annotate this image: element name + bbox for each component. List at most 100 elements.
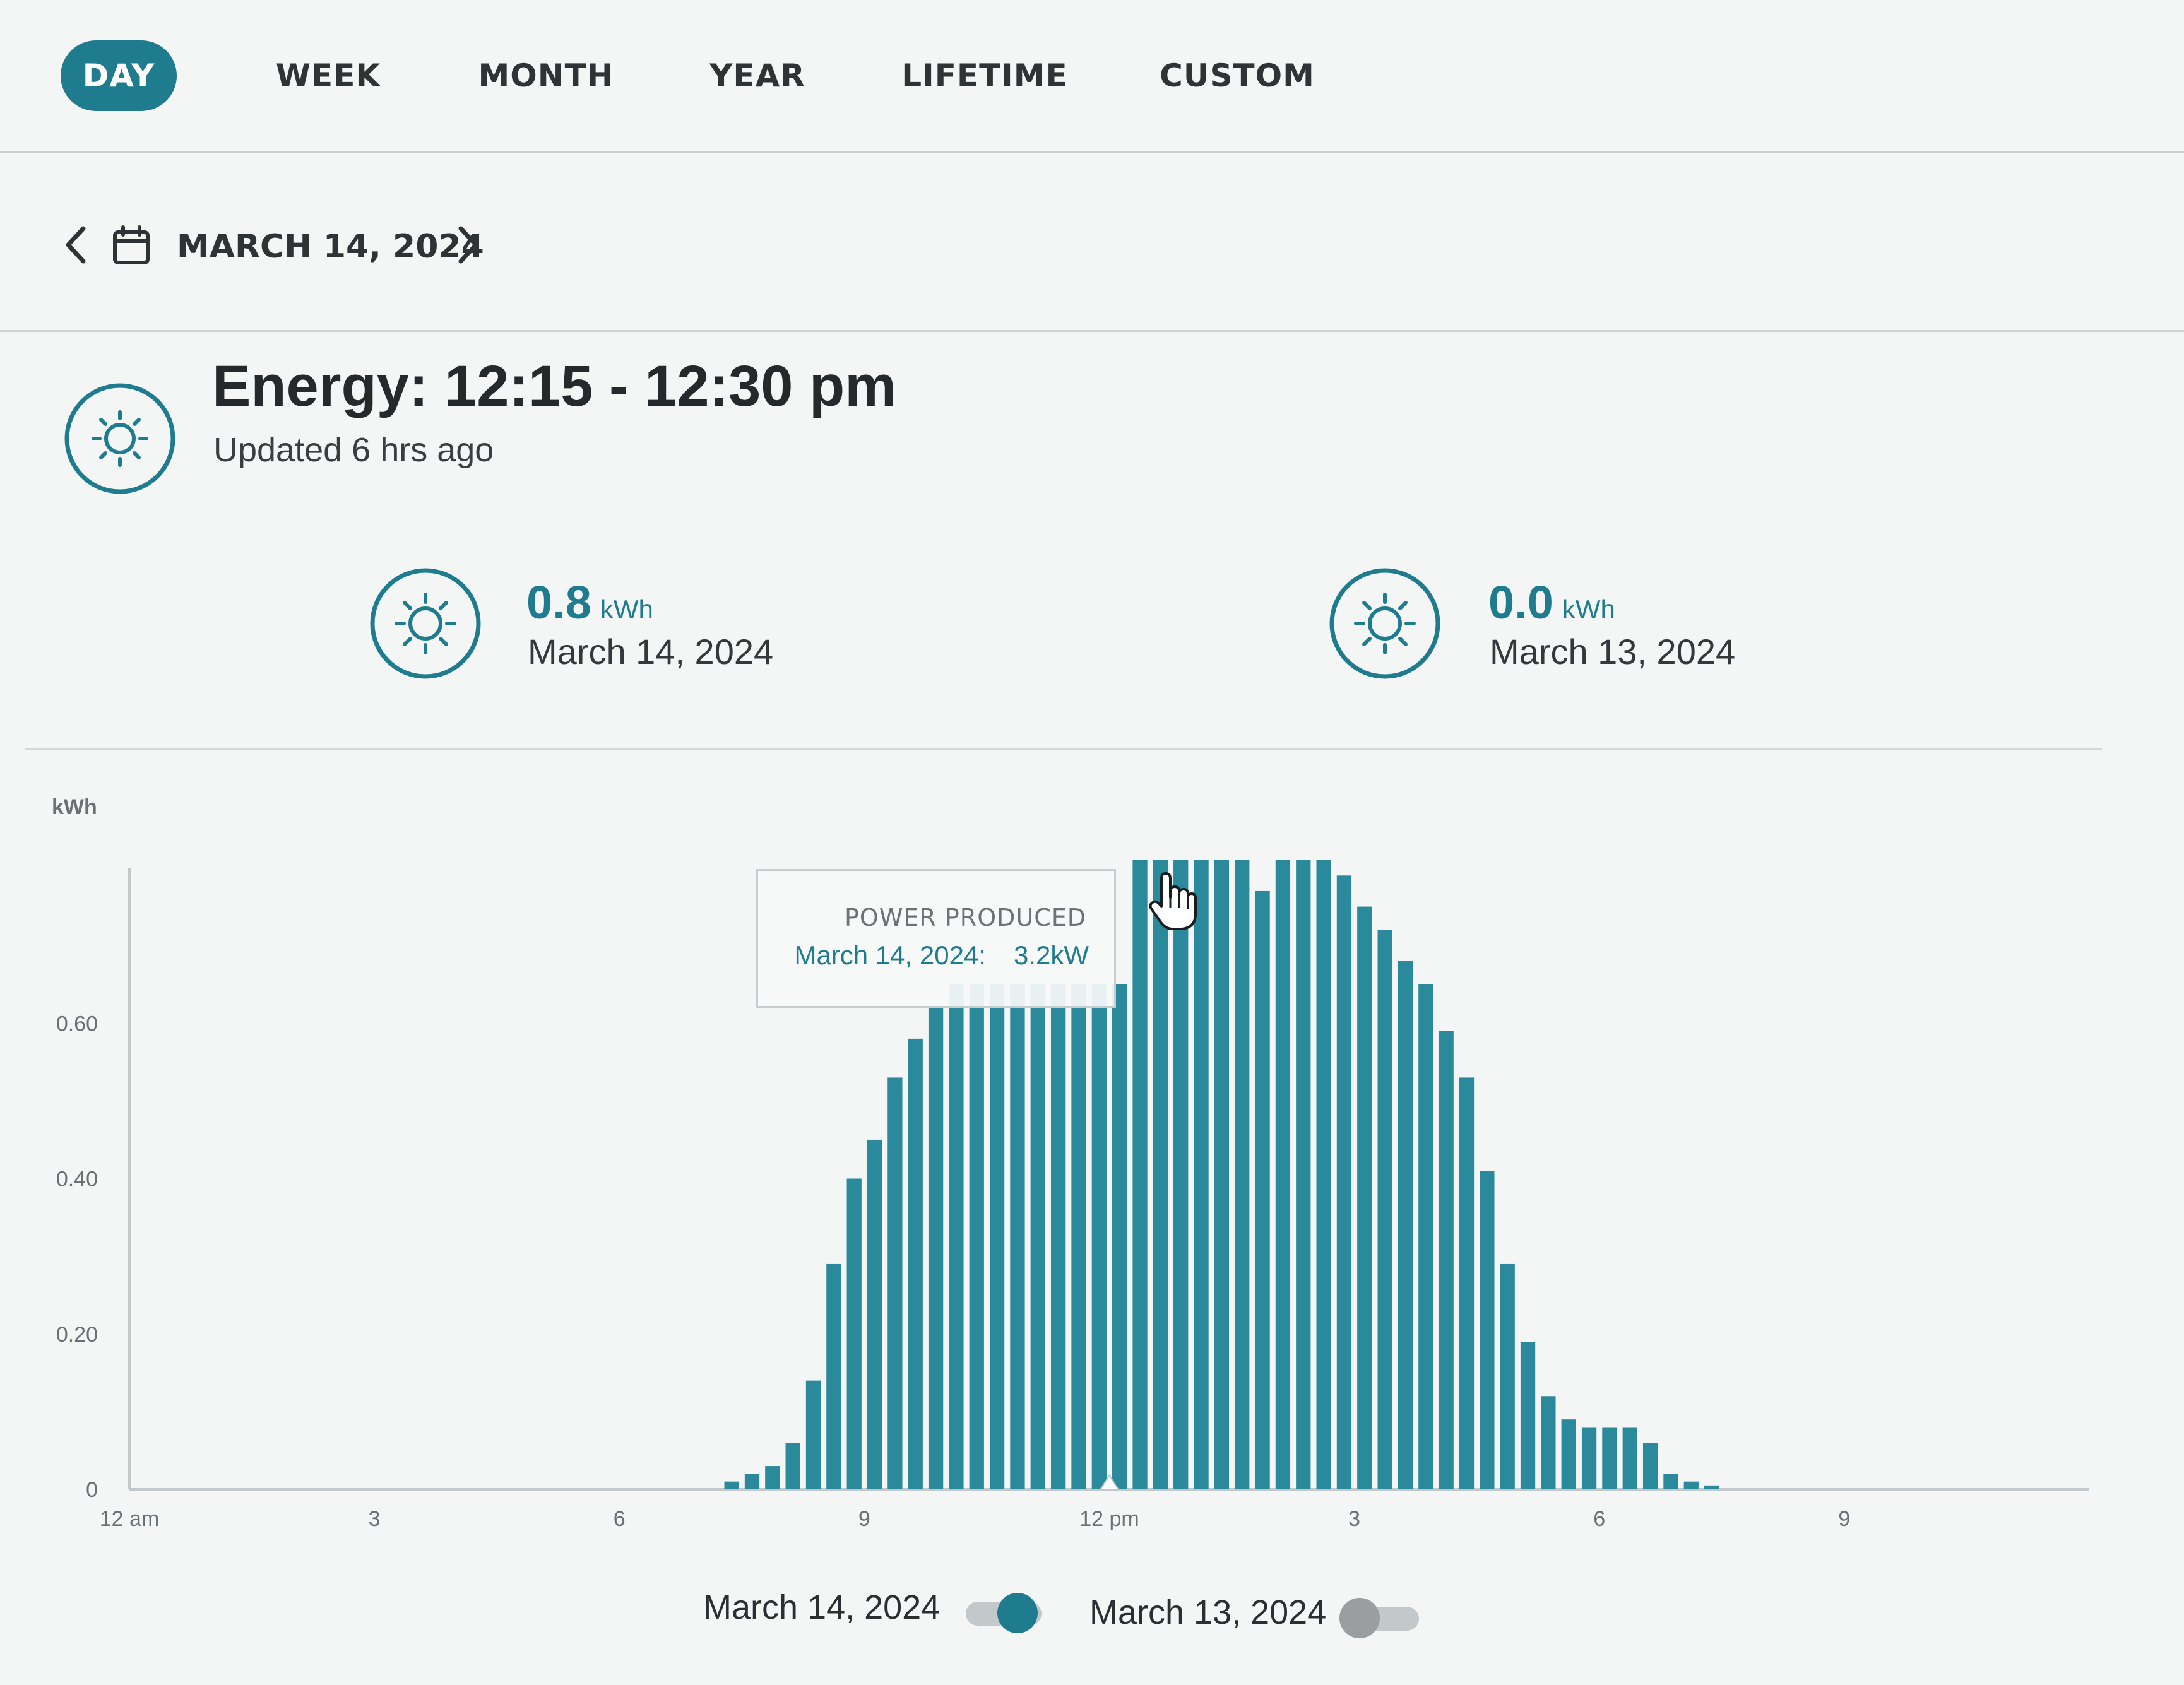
page-title: Energy: 12:15 - 12:30 pm	[212, 354, 897, 418]
previous-day-button[interactable]	[57, 220, 95, 270]
chart-bar	[1091, 984, 1107, 1489]
tooltip-value: 3.2kW	[1013, 940, 1089, 970]
chart-bar	[1050, 984, 1066, 1489]
stat-unit: kWh	[600, 594, 653, 624]
x-tick-label: 3	[369, 1507, 381, 1531]
stat-value-today: 0.8 kWh	[526, 576, 653, 629]
y-tick-label: 0.60	[56, 1012, 98, 1036]
chart-bar	[989, 984, 1005, 1489]
tooltip-value-line: March 14, 2024: 3.2kW	[794, 940, 1089, 971]
x-tick-label: 12 pm	[1079, 1507, 1139, 1531]
chart-bar	[744, 1474, 760, 1489]
toggle-knob	[1339, 1598, 1380, 1638]
chart-tooltip: POWER PRODUCED March 14, 2024: 3.2kW	[756, 869, 1116, 1008]
toggle-knob	[997, 1593, 1038, 1633]
stat-date-today: March 14, 2024	[528, 632, 774, 671]
x-tick-label: 12 am	[100, 1507, 160, 1531]
next-day-button[interactable]	[449, 220, 487, 270]
x-tick-label: 3	[1348, 1507, 1360, 1531]
chart-bar	[1336, 875, 1352, 1489]
chart-bar	[1296, 860, 1311, 1489]
date-navigator	[0, 153, 2184, 332]
stat-number: 0.8	[526, 576, 591, 629]
chart-bar	[1480, 1171, 1495, 1489]
chart-bar	[1622, 1427, 1637, 1489]
tab-day[interactable]: DAY	[61, 40, 177, 111]
chart-bar	[1439, 1031, 1454, 1489]
updated-status: Updated 6 hrs ago	[213, 431, 494, 469]
legend-label-march-14: March 14, 2024	[703, 1588, 941, 1626]
chart-bar	[1173, 860, 1189, 1489]
chart-bar	[1602, 1427, 1617, 1489]
sun-icon	[63, 382, 177, 495]
chart-bar	[1071, 984, 1086, 1489]
chart-bar	[785, 1443, 800, 1489]
chart-bar	[1642, 1443, 1658, 1489]
chart-bar	[1235, 860, 1250, 1489]
chart-bar	[1275, 860, 1291, 1489]
y-tick-label: 0.20	[56, 1323, 98, 1347]
chart-bar	[887, 1077, 903, 1489]
tab-lifetime[interactable]: LIFETIME	[901, 57, 1068, 94]
hand-pointer-icon	[1148, 870, 1198, 933]
chart-bar	[1214, 860, 1230, 1489]
chart-bar	[1683, 1481, 1699, 1489]
chart-bar	[1132, 860, 1148, 1489]
chart-bar	[1704, 1485, 1719, 1489]
chart-bar	[1153, 860, 1168, 1489]
chart-bar	[1112, 984, 1127, 1489]
stat-date-compare: March 13, 2024	[1490, 632, 1736, 671]
chart-bar	[949, 984, 964, 1489]
chart-bar	[805, 1380, 821, 1489]
energy-bar-chart: kWh 0 0.20 0.40 0.60 12 am 3 6 9 12 pm 3 6 9	[52, 795, 2089, 1531]
calendar-icon[interactable]	[111, 225, 151, 266]
chart-bar	[765, 1466, 780, 1489]
tab-week[interactable]: WEEK	[275, 57, 381, 94]
sun-icon	[369, 567, 482, 680]
chart-bar	[1194, 860, 1209, 1489]
selected-date[interactable]: MARCH 14, 2024	[177, 228, 484, 266]
tab-month[interactable]: MONTH	[478, 57, 614, 94]
chart-bar	[1316, 860, 1331, 1489]
chart-bar	[1418, 984, 1433, 1489]
chart-bar	[867, 1139, 882, 1489]
chart-bar	[908, 1038, 923, 1489]
tooltip-series-label: March 14, 2024:	[794, 940, 986, 970]
stat-unit: kWh	[1562, 594, 1615, 624]
tooltip-title: POWER PRODUCED	[845, 904, 1086, 931]
period-tab-bar: DAY WEEK MONTH YEAR LIFETIME CUSTOM	[0, 0, 2184, 153]
chevron-right-icon	[458, 226, 478, 264]
divider	[25, 748, 2102, 750]
chart-bar	[928, 1007, 944, 1489]
tab-year[interactable]: YEAR	[709, 57, 805, 94]
stat-number: 0.0	[1488, 576, 1553, 629]
chart-bar	[1581, 1427, 1597, 1489]
x-tick-label: 6	[1593, 1507, 1605, 1531]
chart-bar	[1459, 1077, 1475, 1489]
y-tick-label: 0.40	[56, 1168, 98, 1191]
series-toggle-march-13[interactable]	[1337, 1598, 1425, 1638]
chart-bar	[1541, 1396, 1556, 1489]
chart-bar	[1561, 1419, 1576, 1489]
y-tick-label: 0	[86, 1478, 98, 1502]
chart-bar	[1663, 1474, 1678, 1489]
chart-bar	[724, 1481, 739, 1489]
chart-bar	[846, 1178, 862, 1489]
x-tick-label: 9	[1838, 1507, 1850, 1531]
y-axis-label: kWh	[52, 795, 97, 819]
hover-marker	[1099, 1474, 1120, 1490]
series-toggle-march-14[interactable]	[959, 1593, 1048, 1633]
sun-icon	[1328, 567, 1442, 680]
chart-bar	[1520, 1342, 1536, 1489]
chart-bar	[1500, 1263, 1515, 1489]
tab-custom[interactable]: CUSTOM	[1160, 57, 1315, 94]
chart-bar	[1030, 984, 1045, 1489]
chevron-left-icon	[66, 226, 86, 264]
chart-bar	[969, 984, 984, 1489]
chart-bar	[1377, 930, 1392, 1489]
stat-value-compare: 0.0 kWh	[1488, 576, 1615, 629]
chart-bar	[1357, 906, 1372, 1489]
x-tick-label: 9	[858, 1507, 870, 1531]
legend-label-march-13: March 13, 2024	[1089, 1593, 1327, 1631]
chart-bar	[1010, 984, 1025, 1489]
